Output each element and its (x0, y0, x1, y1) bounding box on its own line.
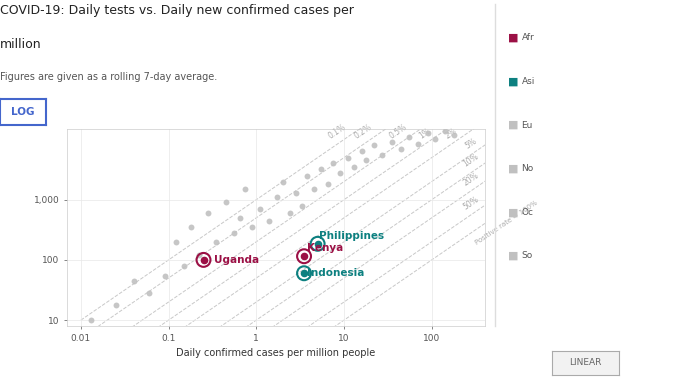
Text: ■: ■ (508, 77, 519, 86)
Text: So: So (522, 251, 533, 260)
Point (361, 157, 371, 163)
Point (170, 239, 181, 245)
Text: Asi: Asi (522, 77, 535, 86)
Point (271, 194, 282, 200)
Point (85, 317, 96, 323)
X-axis label: Daily confirmed cases per million people: Daily confirmed cases per million people (176, 348, 376, 358)
Text: LINEAR: LINEAR (569, 359, 602, 367)
Point (376, 152, 387, 158)
Point (284, 210, 295, 216)
Point (357, 148, 367, 154)
Point (254, 206, 265, 212)
Point (247, 224, 258, 230)
Text: Uganda: Uganda (213, 255, 258, 265)
Point (178, 263, 189, 269)
Text: Indonesia: Indonesia (307, 268, 364, 278)
Point (203, 210, 213, 216)
Point (423, 130, 433, 136)
Text: Positive rate = 100%: Positive rate = 100% (474, 200, 539, 246)
Point (369, 142, 380, 148)
Point (228, 230, 239, 236)
Point (129, 278, 139, 284)
Point (234, 215, 245, 221)
Point (299, 270, 310, 276)
Point (198, 257, 209, 263)
Point (302, 173, 312, 179)
Point (308, 186, 319, 192)
Point (160, 273, 170, 279)
Point (316, 166, 326, 172)
Point (264, 218, 275, 224)
Point (299, 253, 310, 259)
Point (211, 239, 221, 245)
Text: ■: ■ (508, 164, 519, 174)
Text: ■: ■ (508, 120, 519, 130)
Point (439, 128, 450, 134)
Text: Figures are given as a rolling 7-day average.: Figures are given as a rolling 7-day ave… (0, 72, 217, 82)
Text: 50%: 50% (462, 194, 481, 211)
Text: 10%: 10% (462, 152, 481, 169)
Point (430, 136, 441, 143)
Point (221, 199, 232, 205)
Text: ■: ■ (508, 207, 519, 217)
Point (386, 139, 397, 145)
Point (198, 257, 209, 263)
Text: Oc: Oc (522, 208, 534, 217)
Point (296, 202, 307, 208)
Point (349, 164, 359, 170)
Text: 0.1%: 0.1% (326, 123, 347, 141)
Text: million: million (0, 38, 42, 51)
Point (413, 141, 423, 147)
Point (299, 270, 310, 276)
Text: Kenya: Kenya (307, 243, 343, 252)
Point (343, 155, 353, 161)
Point (396, 146, 406, 152)
Point (193, 252, 204, 258)
Point (277, 179, 288, 185)
Text: No: No (522, 164, 534, 173)
Text: Afr: Afr (522, 33, 534, 42)
Point (322, 181, 333, 187)
Point (299, 253, 310, 259)
Text: ■: ■ (508, 33, 519, 43)
Point (328, 160, 339, 166)
Text: COVID-19: Daily tests vs. Daily new confirmed cases per: COVID-19: Daily tests vs. Daily new conf… (0, 4, 354, 17)
Text: 1%: 1% (417, 127, 432, 141)
Text: Eu: Eu (522, 121, 533, 130)
Text: 20%: 20% (462, 171, 481, 187)
Point (449, 132, 460, 138)
Text: LOG: LOG (11, 107, 34, 117)
Point (312, 241, 323, 247)
Point (290, 190, 301, 196)
Point (334, 170, 345, 176)
Text: ■: ■ (508, 251, 519, 261)
Text: 5%: 5% (464, 137, 479, 151)
Point (404, 134, 415, 140)
Point (240, 186, 251, 192)
Point (110, 302, 121, 308)
Text: 0.2%: 0.2% (353, 123, 374, 141)
Point (312, 241, 323, 247)
Text: Philippines: Philippines (320, 231, 384, 241)
Text: 0.5%: 0.5% (388, 123, 409, 141)
Text: 2%: 2% (444, 127, 458, 141)
Point (144, 290, 155, 296)
Point (186, 224, 197, 230)
